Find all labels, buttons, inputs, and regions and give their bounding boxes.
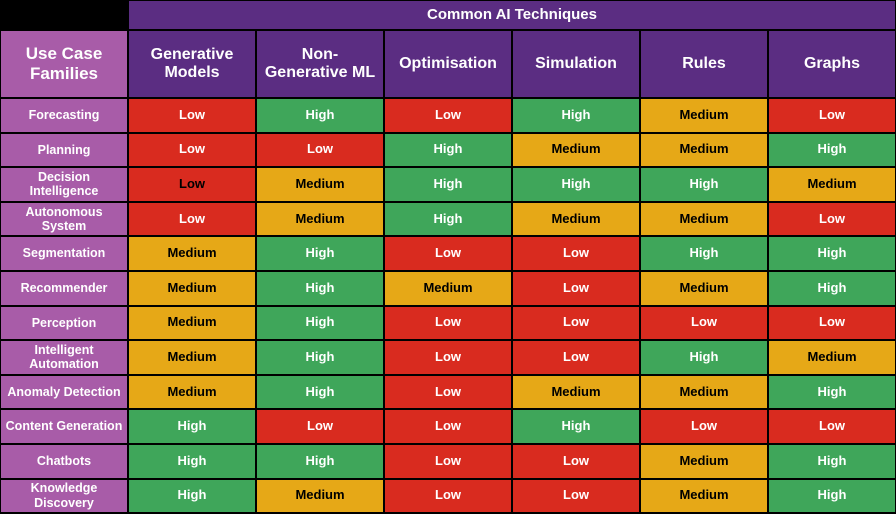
row-header: Intelligent Automation bbox=[0, 340, 128, 375]
value-cell: Medium bbox=[256, 167, 384, 202]
value-cell: High bbox=[384, 133, 512, 168]
value-cell: Low bbox=[128, 167, 256, 202]
value-cell: High bbox=[128, 479, 256, 514]
value-cell: Low bbox=[128, 202, 256, 237]
value-cell: Medium bbox=[512, 375, 640, 410]
value-cell: Low bbox=[512, 306, 640, 341]
value-cell: High bbox=[768, 375, 896, 410]
value-cell: Low bbox=[640, 409, 768, 444]
value-cell: Medium bbox=[768, 167, 896, 202]
value-cell: Medium bbox=[256, 479, 384, 514]
value-cell: Low bbox=[256, 409, 384, 444]
value-cell: Low bbox=[512, 271, 640, 306]
row-header: Perception bbox=[0, 306, 128, 341]
col-header: Optimisation bbox=[384, 30, 512, 98]
value-cell: Low bbox=[768, 306, 896, 341]
value-cell: Low bbox=[384, 444, 512, 479]
value-cell: Medium bbox=[640, 375, 768, 410]
value-cell: High bbox=[128, 444, 256, 479]
value-cell: Low bbox=[512, 479, 640, 514]
value-cell: High bbox=[768, 133, 896, 168]
row-header: Anomaly Detection bbox=[0, 375, 128, 410]
value-cell: High bbox=[256, 236, 384, 271]
col-header: Rules bbox=[640, 30, 768, 98]
value-cell: Low bbox=[512, 340, 640, 375]
value-cell: Low bbox=[384, 409, 512, 444]
value-cell: High bbox=[512, 409, 640, 444]
value-cell: High bbox=[768, 236, 896, 271]
value-cell: High bbox=[768, 444, 896, 479]
value-cell: Low bbox=[512, 236, 640, 271]
value-cell: High bbox=[640, 340, 768, 375]
value-cell: High bbox=[256, 98, 384, 133]
value-cell: Medium bbox=[128, 271, 256, 306]
value-cell: Low bbox=[128, 133, 256, 168]
col-header: Non-Generative ML bbox=[256, 30, 384, 98]
row-header: Decision Intelligence bbox=[0, 167, 128, 202]
ai-techniques-matrix: Common AI TechniquesUse Case FamiliesGen… bbox=[0, 0, 896, 514]
value-cell: Medium bbox=[640, 479, 768, 514]
value-cell: Low bbox=[512, 444, 640, 479]
value-cell: Low bbox=[768, 98, 896, 133]
value-cell: High bbox=[256, 444, 384, 479]
value-cell: Medium bbox=[640, 202, 768, 237]
row-header: Content Generation bbox=[0, 409, 128, 444]
col-header: Simulation bbox=[512, 30, 640, 98]
value-cell: Low bbox=[384, 340, 512, 375]
value-cell: High bbox=[512, 167, 640, 202]
value-cell: High bbox=[512, 98, 640, 133]
value-cell: High bbox=[256, 271, 384, 306]
value-cell: Low bbox=[768, 202, 896, 237]
value-cell: Low bbox=[640, 306, 768, 341]
value-cell: Low bbox=[384, 306, 512, 341]
value-cell: High bbox=[128, 409, 256, 444]
value-cell: High bbox=[384, 202, 512, 237]
value-cell: High bbox=[640, 167, 768, 202]
value-cell: High bbox=[384, 167, 512, 202]
row-header: Recommender bbox=[0, 271, 128, 306]
super-header: Common AI Techniques bbox=[128, 0, 896, 30]
value-cell: Medium bbox=[128, 375, 256, 410]
value-cell: Medium bbox=[128, 306, 256, 341]
value-cell: Low bbox=[384, 236, 512, 271]
row-header-title: Use Case Families bbox=[0, 30, 128, 98]
value-cell: Low bbox=[128, 98, 256, 133]
value-cell: High bbox=[256, 340, 384, 375]
row-header: Planning bbox=[0, 133, 128, 168]
col-header: Generative Models bbox=[128, 30, 256, 98]
value-cell: High bbox=[768, 271, 896, 306]
row-header: Autonomous System bbox=[0, 202, 128, 237]
value-cell: Low bbox=[256, 133, 384, 168]
value-cell: High bbox=[768, 479, 896, 514]
corner-blank bbox=[0, 0, 128, 30]
row-header: Forecasting bbox=[0, 98, 128, 133]
value-cell: Medium bbox=[128, 236, 256, 271]
value-cell: Medium bbox=[128, 340, 256, 375]
value-cell: High bbox=[640, 236, 768, 271]
value-cell: Low bbox=[384, 375, 512, 410]
value-cell: Low bbox=[384, 98, 512, 133]
row-header: Knowledge Discovery bbox=[0, 479, 128, 514]
value-cell: High bbox=[256, 375, 384, 410]
col-header: Graphs bbox=[768, 30, 896, 98]
row-header: Chatbots bbox=[0, 444, 128, 479]
value-cell: Medium bbox=[512, 202, 640, 237]
value-cell: Medium bbox=[640, 133, 768, 168]
value-cell: Low bbox=[384, 479, 512, 514]
value-cell: Medium bbox=[384, 271, 512, 306]
value-cell: Medium bbox=[768, 340, 896, 375]
value-cell: Medium bbox=[640, 98, 768, 133]
value-cell: Medium bbox=[512, 133, 640, 168]
row-header: Segmentation bbox=[0, 236, 128, 271]
value-cell: Low bbox=[768, 409, 896, 444]
value-cell: Medium bbox=[640, 271, 768, 306]
value-cell: Medium bbox=[640, 444, 768, 479]
value-cell: Medium bbox=[256, 202, 384, 237]
value-cell: High bbox=[256, 306, 384, 341]
